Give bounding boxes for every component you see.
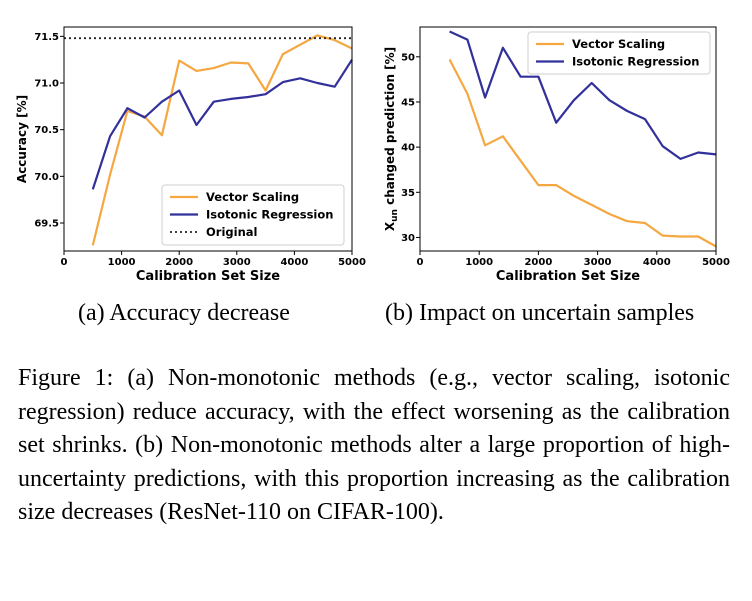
panel-a-x-tick-label: 5000 [338,257,366,268]
panel-b-y-tick-label: 50 [401,52,415,63]
panel-b-axes-frame [419,26,717,252]
panel-a-legend-label: Vector Scaling [206,190,299,204]
panel-b-y-axis-label-rest: changed prediction [%] [383,47,397,209]
panel-a-y-tick-label: 70.0 [34,172,59,183]
panel-a-y-tick-label: 69.5 [34,219,59,230]
panel-b-y-tick-label: 35 [401,188,415,199]
figure-caption: Figure 1: (a) Non-monotonic methods (e.g… [18,365,730,525]
panel-b-y-axis-label-sub: un [390,209,400,222]
panel-a-axes-frame [63,26,353,252]
panel-b-x-tick-label: 3000 [584,257,612,268]
panel-b-legend-box [527,31,711,75]
panel-b-legend-label: Isotonic Regression [572,55,699,69]
panel-b-series-line-vector-scaling [448,58,717,248]
panel-a-y-axis-label: Accuracy [%] [15,95,29,183]
panel-b-y-tick-label: 45 [401,97,415,108]
panel-b-series-line-isotonic-regression [449,30,717,160]
panel-a-y-tick-label: 71.0 [34,79,59,90]
panel-b-x-tick-label: 0 [417,257,424,268]
panel-b-y-axis-label-main: X [383,221,397,231]
panel-b-x-tick-label: 2000 [524,257,552,268]
panel-a-y-tick-label: 71.5 [34,32,59,43]
panel-a-y-tick-label: 70.5 [34,125,59,136]
panel-a-legend-label: Original [206,225,257,239]
panel-a-x-tick-label: 2000 [165,257,193,268]
panel-b-x-axis-label: Calibration Set Size [496,269,640,284]
panel-a-x-tick-label: 1000 [108,257,136,268]
panel-b-y-tick-label: 30 [401,233,415,244]
panel-b-x-tick-label: 1000 [465,257,493,268]
panel-b-legend-label: Vector Scaling [572,37,665,51]
panel-a-legend-label: Isotonic Regression [206,208,333,222]
subcaption-a: (a) Accuracy decrease [78,300,290,326]
panel-b-x-tick-label: 4000 [643,257,671,268]
panel-a-series-line-isotonic-regression [91,59,353,190]
panel-b-x-tick-label: 5000 [702,257,730,268]
panel-a-x-tick-label: 4000 [280,257,308,268]
panel-a-x-tick-label: 3000 [223,257,251,268]
panel-a-x-tick-label: 0 [61,257,68,268]
panel-b-y-tick-label: 40 [401,143,415,154]
panel-b-y-axis-label: Xun changed prediction [%] [383,47,400,231]
panel-a-legend-box [161,184,345,246]
panel-a-x-axis-label: Calibration Set Size [136,269,280,284]
subcaption-b: (b) Impact on uncertain samples [385,300,695,326]
